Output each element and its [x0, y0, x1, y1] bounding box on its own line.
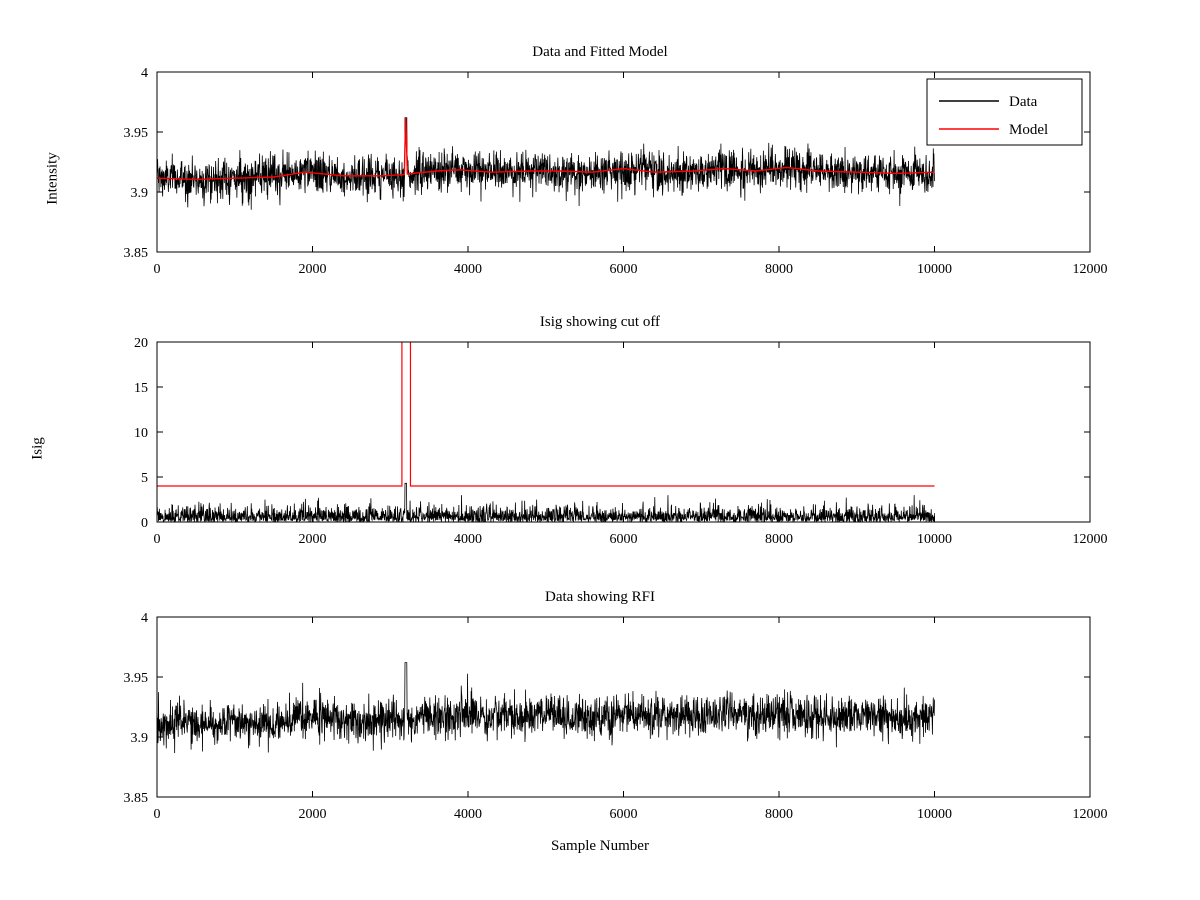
panel3-title: Data showing RFI — [545, 589, 655, 605]
panel1-title: Data and Fitted Model — [532, 44, 668, 60]
panel3-xtick-label: 8000 — [765, 807, 793, 822]
panel1-xtick-label: 10000 — [917, 262, 952, 277]
panel1-xtick-label: 0 — [154, 262, 161, 277]
panel3-ytick-label: 3.95 — [124, 671, 149, 686]
panel2-ytick-label: 10 — [134, 426, 148, 441]
panel2-xtick-label: 10000 — [917, 532, 952, 547]
panel3-xtick-label: 4000 — [454, 807, 482, 822]
legend-label-model: Model — [1009, 122, 1048, 138]
panel1-ytick-label: 3.95 — [124, 126, 149, 141]
panel2-xtick-label: 2000 — [299, 532, 327, 547]
panel3-ytick-label: 3.9 — [131, 731, 149, 746]
panel2-ytick-label: 15 — [134, 381, 148, 396]
panel2-xtick-label: 6000 — [610, 532, 638, 547]
panel3-ytick-label: 3.85 — [124, 791, 149, 806]
panel1-xtick-label: 6000 — [610, 262, 638, 277]
panel2-ytick-label: 0 — [141, 516, 148, 531]
panel1-ytick-label: 4 — [141, 66, 148, 81]
panel3-xtick-label: 2000 — [299, 807, 327, 822]
subplot-data-and-fitted-model: Data and Fitted Model Intensity 0 2000 400… — [0, 40, 1200, 295]
panel3-xtick-label: 0 — [154, 807, 161, 822]
panel2-xtick-label: 8000 — [765, 532, 793, 547]
panel1-xtick-label: 4000 — [454, 262, 482, 277]
panel1-ytick-label: 3.9 — [131, 186, 149, 201]
subplot-isig-showing-cut-off: Isig showing cut off Isig 0 2000 4000 6000 8… — [0, 310, 1200, 565]
panel1-xtick-label: 2000 — [299, 262, 327, 277]
panel3-xtick-label: 6000 — [610, 807, 638, 822]
panel2-xtick-label: 12000 — [1073, 532, 1108, 547]
panel2-xtick-label: 4000 — [454, 532, 482, 547]
panel3-axes: 0 2000 4000 6000 8000 10000 12000 3.85 3.9 3.95 4 — [124, 611, 1108, 822]
legend-label-data: Data — [1009, 94, 1038, 110]
panel3-xlabel: Sample Number — [551, 838, 649, 854]
panel3-ytick-label: 4 — [141, 611, 148, 626]
panel2-title: Isig showing cut off — [539, 314, 661, 330]
panel3-xtick-label: 10000 — [917, 807, 952, 822]
panel3-xtick-label: 12000 — [1073, 807, 1108, 822]
panel1-xtick-label: 8000 — [765, 262, 793, 277]
panel2-ytick-label: 5 — [141, 471, 148, 486]
panel2-ytick-label: 20 — [134, 336, 148, 351]
panel2-xtick-label: 0 — [154, 532, 161, 547]
panel2-axes: 0 2000 4000 6000 8000 10000 12000 0 5 10 15 20 — [134, 336, 1108, 547]
panel1-xtick-label: 12000 — [1073, 262, 1108, 277]
subplot-data-showing-rfi: Data showing RFI 0 2000 4000 6000 8000 10000 1… — [0, 585, 1200, 875]
panel1-ytick-label: 3.85 — [124, 246, 149, 261]
panel1-axes: 0 2000 4000 6000 8000 10000 12000 3.85 3.9 3.95 4 D… — [124, 66, 1108, 277]
legend-box[interactable]: Data Model — [926, 78, 1083, 146]
